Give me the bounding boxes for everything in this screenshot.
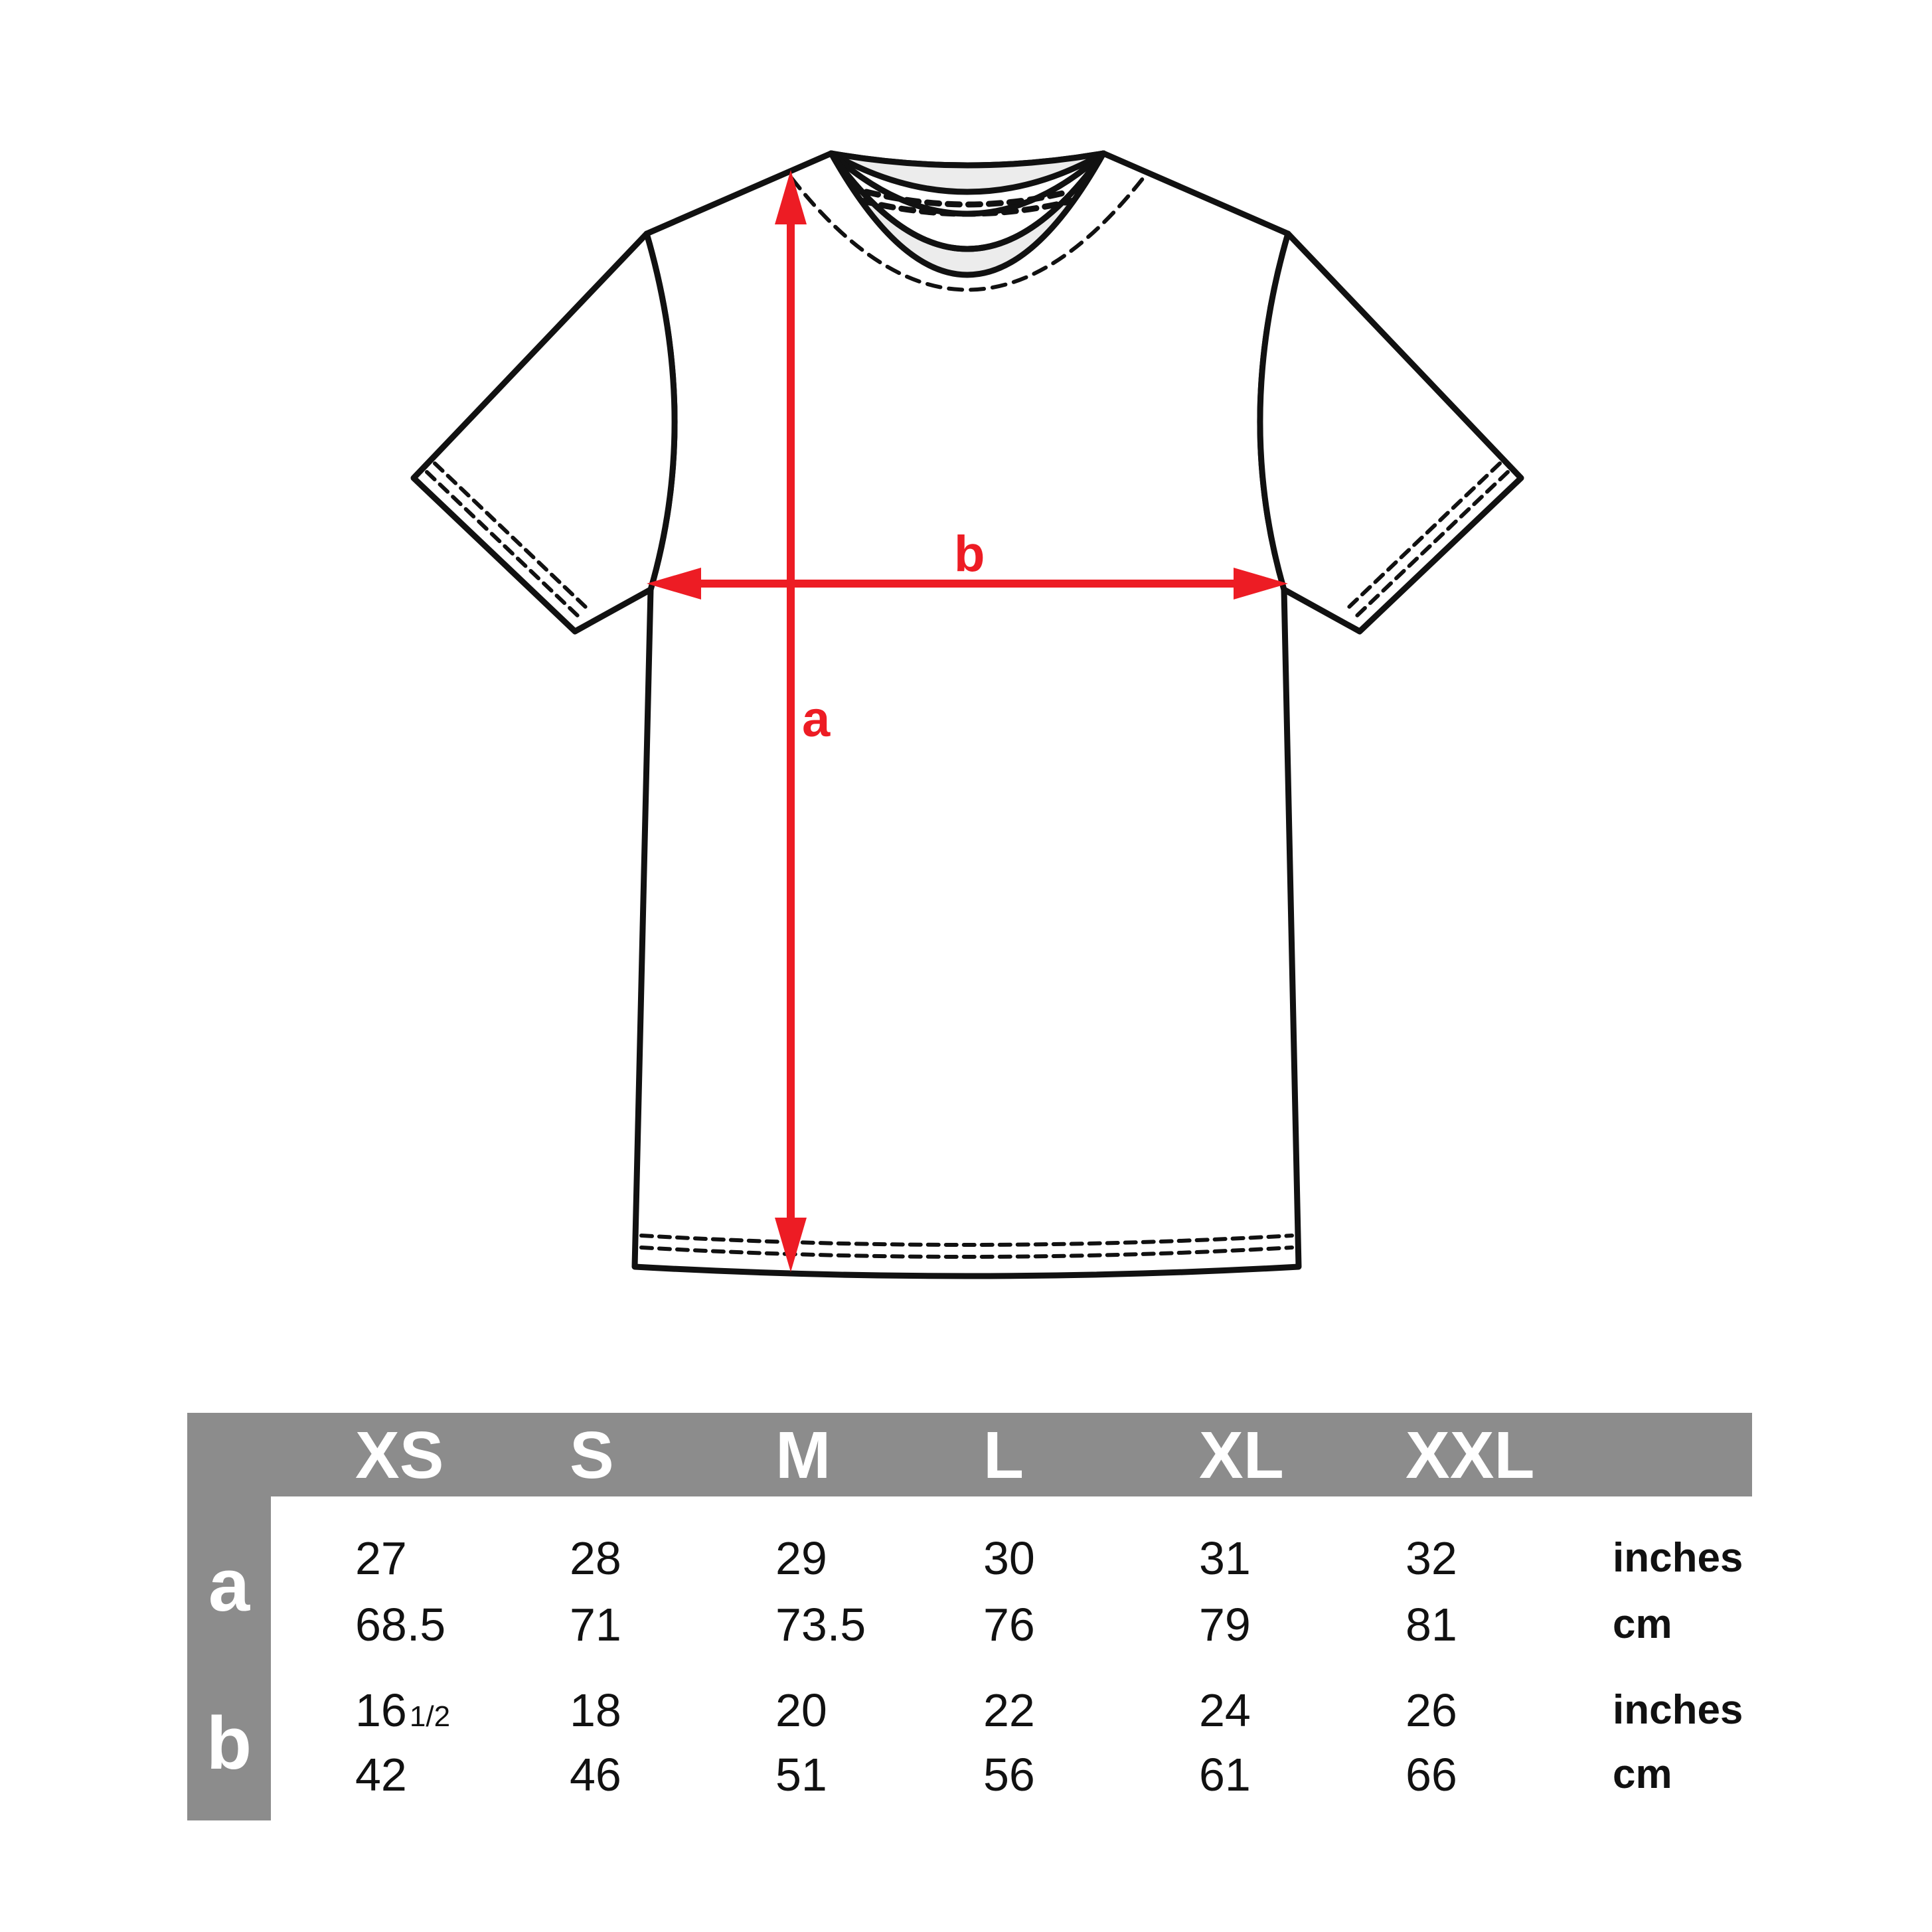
unit-label-a-cm: cm <box>1613 1601 1672 1647</box>
size-table-row-label-column <box>187 1413 271 1820</box>
neckline-stitch-line <box>789 176 1145 292</box>
cell-b-inches-xxl: 26 <box>1406 1684 1457 1736</box>
neck-tape-stitch-line-1 <box>863 189 1072 208</box>
cell-a-cm-l: 76 <box>983 1599 1035 1650</box>
cell-b-inches-m: 20 <box>775 1684 827 1736</box>
cell-a-inches-xxl: 32 <box>1406 1532 1457 1584</box>
cell-a-inches-m: 29 <box>775 1532 827 1584</box>
cell-a-cm-xl: 79 <box>1199 1599 1251 1650</box>
cell-a-inches-xs: 27 <box>355 1532 407 1584</box>
unit-label-a-inches: inches <box>1613 1535 1743 1581</box>
size-table-header-band <box>187 1413 1752 1496</box>
size-header-xxl: XXL <box>1406 1418 1535 1492</box>
cell-b-cm-m: 51 <box>775 1749 827 1801</box>
cell-b-inches-l: 22 <box>983 1684 1035 1736</box>
size-header-xs: XS <box>355 1418 444 1492</box>
collar-back-neck-edge <box>828 150 1107 169</box>
collar-inner-edge <box>828 150 1107 252</box>
cell-a-inches-xl: 31 <box>1199 1532 1251 1584</box>
width-arrow <box>647 568 1288 600</box>
cell-a-cm-m: 73.5 <box>775 1599 866 1650</box>
size-header-s: S <box>570 1418 614 1492</box>
cell-b-inches-xs-fraction: 1/2 <box>409 1700 451 1733</box>
cell-b-inches-xs-main: 16 <box>355 1684 407 1736</box>
cell-a-inches-s: 28 <box>570 1532 621 1584</box>
unit-label-b-inches: inches <box>1613 1687 1743 1733</box>
collar-tape-top-edge <box>828 150 1107 195</box>
hem-stitch-line-1 <box>639 1234 1294 1247</box>
unit-label-b-cm: cm <box>1613 1751 1672 1797</box>
left-cuff-stitch-line-2 <box>433 461 590 611</box>
cell-b-cm-l: 56 <box>983 1749 1035 1801</box>
hem-stitch-line-2 <box>639 1246 1294 1259</box>
tshirt-right-sleeve <box>1257 230 1524 635</box>
cell-b-cm-xl: 61 <box>1199 1749 1251 1801</box>
cell-b-cm-xxl: 66 <box>1406 1749 1457 1801</box>
length-arrow <box>775 170 807 1272</box>
cell-a-cm-xs: 68.5 <box>355 1599 446 1650</box>
cell-b-cm-s: 46 <box>570 1749 621 1801</box>
cell-b-inches-xs: 161/2 <box>355 1687 450 1733</box>
right-cuff-stitch-line-1 <box>1352 470 1510 620</box>
cell-b-cm-xs: 42 <box>355 1749 407 1801</box>
right-cuff-stitch-line-2 <box>1344 461 1502 611</box>
row-label-b: b <box>206 1702 252 1785</box>
neck-tape-stitch-line-2 <box>858 197 1077 217</box>
cell-a-inches-l: 30 <box>983 1532 1035 1584</box>
tshirt-body-outline <box>631 150 1302 1279</box>
length-measure-label: a <box>802 691 831 748</box>
cell-a-cm-xxl: 81 <box>1406 1599 1457 1650</box>
size-header-m: M <box>775 1418 831 1492</box>
cell-a-cm-s: 71 <box>570 1599 621 1650</box>
tshirt-left-sleeve <box>410 230 678 635</box>
left-cuff-stitch-line-1 <box>425 470 582 620</box>
size-header-xl: XL <box>1199 1418 1284 1492</box>
row-label-a: a <box>208 1544 250 1627</box>
cell-b-inches-s: 18 <box>570 1684 621 1736</box>
size-header-l: L <box>983 1418 1024 1492</box>
cell-b-inches-xl: 24 <box>1199 1684 1251 1736</box>
width-measure-label: b <box>954 526 985 582</box>
